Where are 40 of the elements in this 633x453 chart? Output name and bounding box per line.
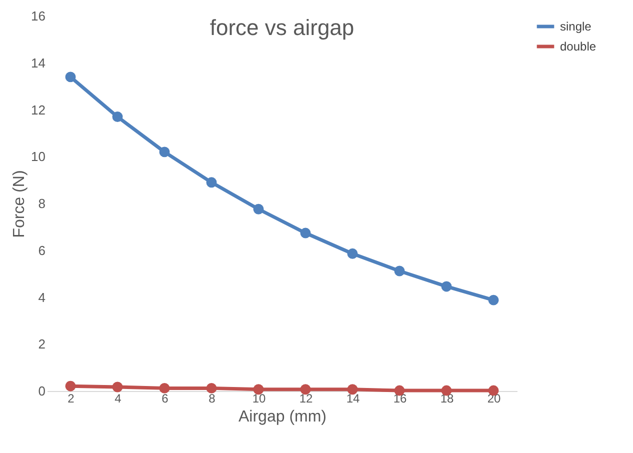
y-tick-label: 4 <box>38 290 46 305</box>
point <box>253 204 264 214</box>
legend-label: double <box>560 40 596 54</box>
y-axis-title: Force (N) <box>11 170 28 238</box>
point <box>394 266 405 276</box>
point <box>112 112 123 122</box>
x-tick-label: 8 <box>208 392 216 406</box>
point <box>159 382 170 394</box>
x-tick-label: 2 <box>68 392 75 406</box>
y-tick-label: 8 <box>38 196 46 211</box>
y-tick-label: 12 <box>31 102 46 118</box>
point <box>253 384 264 395</box>
x-tick-label: 6 <box>162 392 169 406</box>
y-tick-label: 0 <box>38 384 46 398</box>
chart-title: force vs airgap <box>210 15 354 40</box>
point <box>300 228 311 238</box>
y-tick-label: 14 <box>31 55 46 70</box>
y-tick-label: 10 <box>31 149 46 164</box>
point <box>65 72 76 82</box>
point <box>347 384 358 395</box>
point <box>347 248 358 259</box>
x-tick-label: 10 <box>252 392 266 406</box>
legend-label: single <box>560 20 592 34</box>
point <box>159 146 170 158</box>
point <box>65 380 76 392</box>
point <box>206 382 217 394</box>
y-tick-label: 6 <box>38 242 46 258</box>
x-tick-label: 4 <box>114 392 122 406</box>
x-axis-title: Airgap (mm) <box>238 408 327 426</box>
x-tick-label: 18 <box>440 392 454 406</box>
y-tick-label: 16 <box>31 8 46 24</box>
point <box>206 177 217 188</box>
y-tick-label: 2 <box>38 336 46 352</box>
point <box>112 382 123 392</box>
x-tick-label: 16 <box>393 392 407 406</box>
point <box>300 384 311 395</box>
x-tick-label: 12 <box>299 392 313 406</box>
point <box>488 294 499 306</box>
x-tick-label: 14 <box>346 392 360 406</box>
point <box>441 281 452 292</box>
